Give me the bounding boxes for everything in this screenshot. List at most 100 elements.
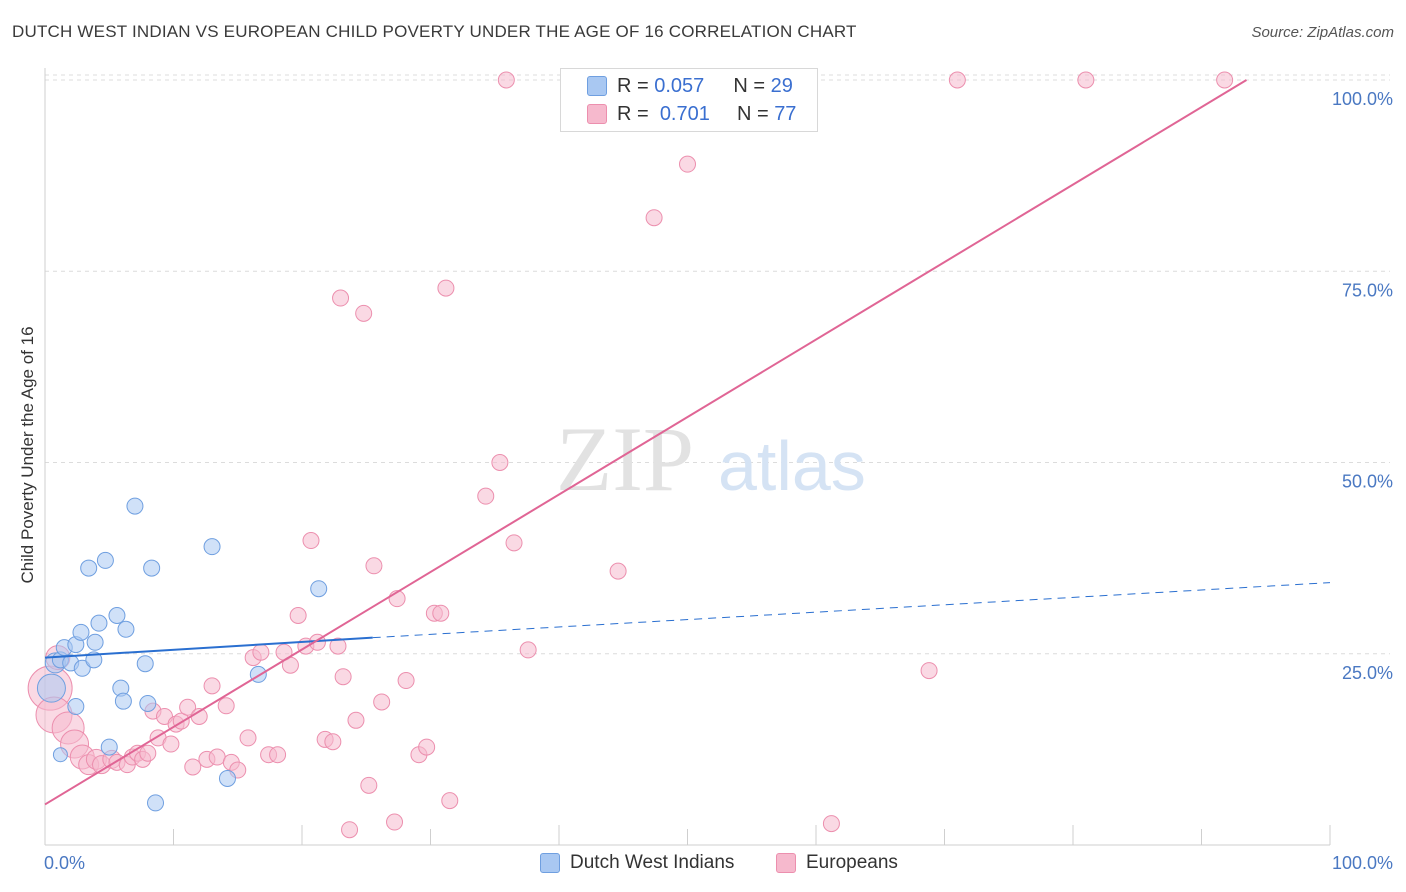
data-point: [609, 562, 627, 580]
y-tick-label: 50.0%: [1342, 472, 1393, 492]
series-legend: Dutch West Indians Europeans: [0, 852, 1406, 878]
x-tick-label: 100.0%: [1332, 853, 1393, 873]
data-point: [136, 655, 154, 673]
grid-lines: [45, 74, 1390, 655]
blue-swatch: [540, 853, 560, 873]
data-point: [920, 662, 938, 680]
data-point: [679, 155, 696, 173]
data-point: [67, 698, 85, 716]
y-axis-label: Child Poverty Under the Age of 16: [18, 326, 37, 583]
data-point: [645, 209, 663, 227]
data-point: [117, 620, 135, 638]
data-point: [114, 692, 132, 710]
data-point: [143, 559, 161, 577]
data-point: [86, 633, 104, 651]
data-point: [365, 557, 383, 575]
data-point: [491, 454, 509, 471]
data-point: [505, 534, 523, 552]
data-point: [822, 815, 840, 833]
data-point: [269, 746, 287, 764]
data-point: [519, 641, 537, 659]
data-point: [324, 733, 342, 751]
data-point: [373, 693, 391, 711]
x-tick-label: 0.0%: [44, 853, 85, 873]
data-point: [347, 711, 365, 729]
data-point: [36, 673, 66, 703]
data-point: [203, 677, 221, 695]
legend-item-dutch-west-indians: Dutch West Indians: [540, 852, 734, 874]
watermark-atlas: atlas: [718, 427, 866, 505]
n-value: 29: [770, 74, 793, 97]
r-label: R =: [617, 102, 649, 125]
data-point: [52, 747, 68, 763]
data-point: [1077, 71, 1095, 89]
data-point: [203, 538, 221, 556]
data-point: [85, 651, 103, 669]
data-point: [497, 71, 515, 89]
n-label: N =: [736, 102, 769, 125]
n-label: N =: [733, 74, 766, 97]
data-point: [437, 279, 455, 297]
data-point: [147, 794, 165, 812]
trend-line-dutch-west-indians-extension: [372, 582, 1331, 639]
data-point: [80, 559, 98, 577]
trend-line-europeans: [44, 79, 1247, 806]
data-point: [90, 614, 108, 632]
data-point: [418, 738, 436, 756]
r-value: 0.057: [654, 74, 705, 97]
europeans-points: [27, 71, 1234, 839]
legend-row-europeans: R = 0.701 N = 77: [587, 101, 796, 127]
data-point: [252, 643, 270, 661]
data-point: [310, 580, 328, 598]
data-point: [73, 659, 91, 677]
chart-title: DUTCH WEST INDIAN VS EUROPEAN CHILD POVE…: [12, 22, 857, 41]
data-point: [441, 792, 459, 810]
pink-swatch: [587, 104, 607, 124]
pink-swatch: [776, 853, 796, 873]
data-point: [139, 744, 157, 762]
data-point: [208, 748, 226, 766]
data-point: [302, 532, 320, 550]
data-point: [289, 607, 307, 624]
data-point: [341, 821, 359, 839]
data-point: [126, 497, 144, 515]
tick-labels: 25.0% 50.0% 75.0% 100.0% 0.0% 100.0%: [44, 89, 1393, 873]
chart-source: Source: ZipAtlas.com: [1251, 24, 1394, 41]
data-point: [948, 71, 966, 89]
data-point: [108, 607, 126, 624]
data-point: [397, 672, 415, 690]
data-point: [329, 637, 347, 655]
r-label: R =: [617, 74, 649, 97]
legend-label: Europeans: [806, 852, 898, 873]
data-point: [184, 758, 202, 776]
y-tick-label: 100.0%: [1332, 89, 1393, 109]
data-point: [179, 698, 197, 716]
data-point: [72, 623, 90, 641]
data-point: [332, 289, 350, 307]
y-tick-label: 75.0%: [1342, 280, 1393, 300]
data-point: [218, 769, 236, 787]
data-point: [1216, 71, 1234, 89]
trend-lines: [44, 79, 1331, 806]
correlation-legend: R = 0.057 N = 29 R = 0.701 N = 77: [560, 68, 818, 132]
legend-label: Dutch West Indians: [570, 852, 735, 873]
data-point: [386, 813, 404, 831]
trend-line-dutch-west-indians: [44, 636, 373, 659]
data-point: [355, 304, 373, 322]
data-point: [334, 668, 352, 686]
r-value: 0.701: [659, 102, 710, 125]
data-point: [477, 487, 495, 505]
data-point: [162, 735, 180, 753]
data-point: [360, 776, 378, 794]
dutch-west-indians-points: [36, 497, 328, 812]
watermark-zip: ZIP: [556, 408, 694, 510]
data-point: [139, 694, 157, 712]
legend-item-europeans: Europeans: [776, 852, 898, 874]
data-point: [432, 604, 450, 622]
y-tick-label: 25.0%: [1342, 663, 1393, 683]
data-point: [96, 551, 114, 569]
data-point: [217, 697, 235, 715]
watermark: ZIP atlas: [556, 408, 866, 510]
n-value: 77: [774, 102, 797, 125]
